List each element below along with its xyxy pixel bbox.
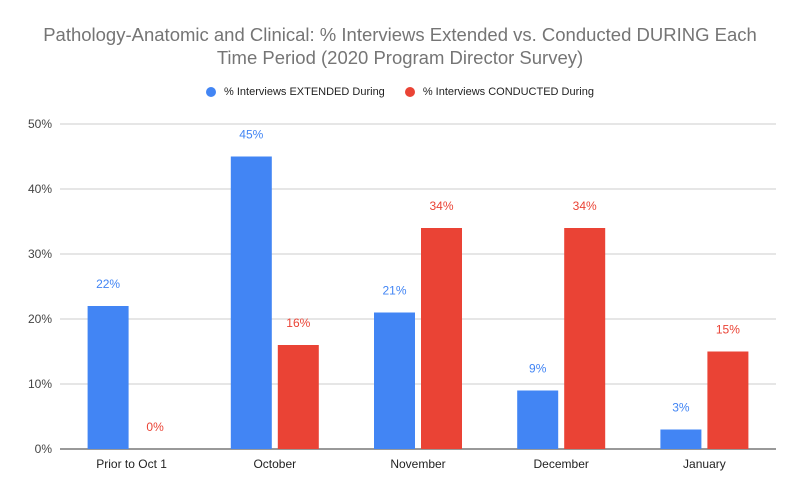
bar-extended (230, 156, 272, 449)
legend-swatch-conducted (404, 87, 415, 97)
legend-item-extended: % Interviews EXTENDED During (206, 86, 385, 98)
chart-title-line-2: Time Period (2020 Program Director Surve… (216, 47, 584, 68)
legend-swatch-extended (206, 87, 217, 97)
bar-extended (374, 312, 415, 449)
x-tick-label: Prior to Oct 1 (96, 457, 167, 471)
y-tick-label: 10% (28, 377, 52, 391)
chart-title-line-1: Pathology-Anatomic and Clinical: % Inter… (43, 24, 757, 45)
data-label-extended: 21% (382, 284, 406, 298)
bar-extended (660, 429, 702, 449)
data-label-conducted: 0% (146, 420, 164, 434)
bar-extended (517, 390, 559, 449)
y-tick-label: 20% (28, 312, 52, 326)
bar-conducted (564, 228, 606, 449)
y-tick-label: 40% (28, 182, 52, 196)
y-tick-label: 50% (28, 117, 52, 131)
bar-conducted (421, 228, 462, 449)
x-tick-label: January (683, 457, 726, 471)
x-tick-label: November (390, 457, 445, 471)
x-tick-label: October (253, 457, 296, 471)
data-label-conducted: 34% (573, 199, 597, 213)
data-label-extended: 9% (529, 362, 547, 376)
x-tick-label: December (534, 457, 589, 471)
legend-label-extended: % Interviews EXTENDED During (224, 86, 385, 98)
data-label-conducted: 16% (286, 316, 310, 330)
bar-conducted (277, 345, 319, 449)
legend-item-conducted: % Interviews CONDUCTED During (404, 86, 594, 98)
bar-extended (87, 306, 129, 449)
y-tick-label: 30% (28, 247, 52, 261)
data-label-extended: 3% (672, 401, 690, 415)
bar-conducted (707, 351, 749, 449)
data-label-conducted: 34% (429, 199, 453, 213)
data-label-extended: 45% (239, 128, 263, 142)
legend-label-conducted: % Interviews CONDUCTED During (422, 86, 594, 98)
legend: % Interviews EXTENDED During % Interview… (0, 86, 800, 98)
data-label-conducted: 15% (716, 323, 740, 337)
data-label-extended: 22% (96, 277, 120, 291)
y-tick-label: 0% (35, 442, 53, 456)
